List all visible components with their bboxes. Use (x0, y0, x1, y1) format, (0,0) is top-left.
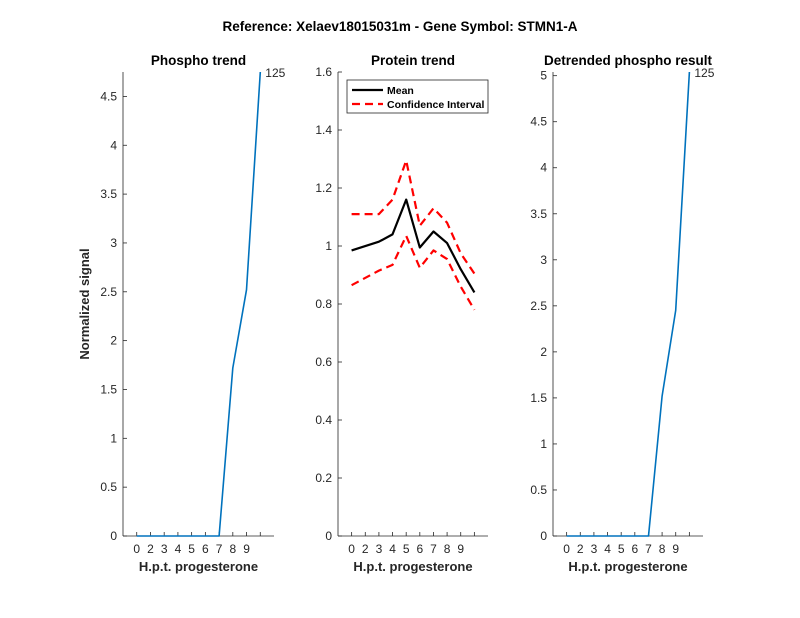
y-ticks: 0 0.5 1 1.5 2 2.5 3 3.5 4 4.5 5 (530, 69, 557, 543)
x-tick-label: 9 (457, 542, 464, 556)
legend-label: Confidence Interval (387, 99, 485, 111)
y-ticks: 0 0.5 1 1.5 2 2.5 3 3.5 4 4.5 (100, 89, 127, 543)
y-tick-label: 0.5 (100, 480, 117, 494)
x-tick-label: 5 (188, 542, 195, 556)
peak-annotation: 125 (265, 66, 285, 80)
x-tick-label: 8 (659, 542, 666, 556)
y-tick-label: 1.6 (315, 65, 332, 79)
legend-label: Mean (387, 85, 414, 97)
x-tick-label: 4 (604, 542, 611, 556)
series-line-ci-lower (351, 234, 476, 311)
x-tick-label: 7 (645, 542, 652, 556)
x-tick-label: 2 (362, 542, 369, 556)
y-tick-label: 4.5 (530, 115, 547, 129)
y-tick-label: 1.5 (530, 391, 547, 405)
x-tick-label: 9 (672, 542, 679, 556)
y-tick-label: 0 (110, 529, 117, 543)
x-tick-label: 8 (229, 542, 236, 556)
detrended-phospho-panel: 00.511.522.533.544.550 2 3 4 5 6 7 8 9Detrended … (530, 53, 714, 574)
panel-title: Protein trend (371, 53, 455, 68)
x-axis-label: H.p.t. progesterone (139, 559, 258, 574)
y-tick-label: 2 (540, 345, 547, 359)
x-tick-label: 0 (348, 542, 355, 556)
y-tick-label: 2.5 (530, 299, 547, 313)
x-tick-label: 6 (416, 542, 423, 556)
y-tick-label: 1 (110, 431, 117, 445)
y-tick-label: 0.8 (315, 297, 332, 311)
y-tick-label: 4.5 (100, 89, 117, 103)
peak-annotation: 125 (694, 66, 714, 80)
x-tick-label: 4 (175, 542, 182, 556)
series-line-detrended (566, 71, 691, 537)
y-tick-label: 1.2 (315, 181, 332, 195)
x-axis-label: H.p.t. progesterone (353, 559, 472, 574)
y-tick-label: 1.4 (315, 123, 332, 137)
y-tick-label: 3 (110, 236, 117, 250)
x-tick-label: 7 (216, 542, 223, 556)
x-tick-label: 3 (161, 542, 168, 556)
x-tick-label: 8 (444, 542, 451, 556)
y-tick-label: 1 (540, 437, 547, 451)
x-tick-label: 3 (591, 542, 598, 556)
y-tick-label: 4 (540, 161, 547, 175)
y-tick-label: 0.2 (315, 471, 332, 485)
x-tick-label: 6 (202, 542, 209, 556)
y-ticks: 0 0.2 0.4 0.6 0.8 1 1.2 1.4 1.6 (315, 65, 342, 543)
x-tick-label: 5 (403, 542, 410, 556)
y-tick-label: 2 (110, 334, 117, 348)
x-tick-label: 2 (147, 542, 154, 556)
y-tick-label: 1.5 (100, 382, 117, 396)
y-tick-label: 0.5 (530, 483, 547, 497)
series-line-phospho (136, 71, 262, 537)
x-tick-label: 7 (430, 542, 437, 556)
x-axis-label: H.p.t. progesterone (568, 559, 687, 574)
x-tick-label: 0 (133, 542, 140, 556)
protein-trend-panel: 00.20.40.60.811.21.41.60 2 3 4 5 6 7 8 9Protein … (315, 53, 489, 574)
x-tick-label: 4 (389, 542, 396, 556)
y-tick-label: 0.4 (315, 413, 332, 427)
legend: Mean Confidence Interval (346, 79, 489, 114)
y-tick-label: 4 (110, 138, 117, 152)
figure-title: Reference: Xelaev18015031m - Gene Symbol… (223, 19, 578, 34)
y-tick-label: 3 (540, 253, 547, 267)
x-tick-label: 9 (243, 542, 250, 556)
y-tick-label: 3.5 (100, 187, 117, 201)
legend-box (346, 79, 489, 114)
x-tick-label: 0 (563, 542, 570, 556)
panel-title: Phospho trend (151, 53, 246, 68)
series-line-mean (351, 198, 476, 293)
y-tick-label: 0 (325, 529, 332, 543)
y-tick-label: 3.5 (530, 207, 547, 221)
y-tick-label: 5 (540, 69, 547, 83)
x-tick-label: 2 (577, 542, 584, 556)
y-tick-label: 1 (325, 239, 332, 253)
x-tick-label: 5 (618, 542, 625, 556)
y-tick-label: 2.5 (100, 285, 117, 299)
y-axis-label: Normalized signal (77, 248, 92, 359)
y-tick-label: 0 (540, 529, 547, 543)
panel-title: Detrended phospho result (544, 53, 713, 68)
x-tick-label: 6 (631, 542, 638, 556)
y-tick-label: 0.6 (315, 355, 332, 369)
series-line-ci-upper (351, 159, 476, 275)
x-tick-label: 3 (376, 542, 383, 556)
